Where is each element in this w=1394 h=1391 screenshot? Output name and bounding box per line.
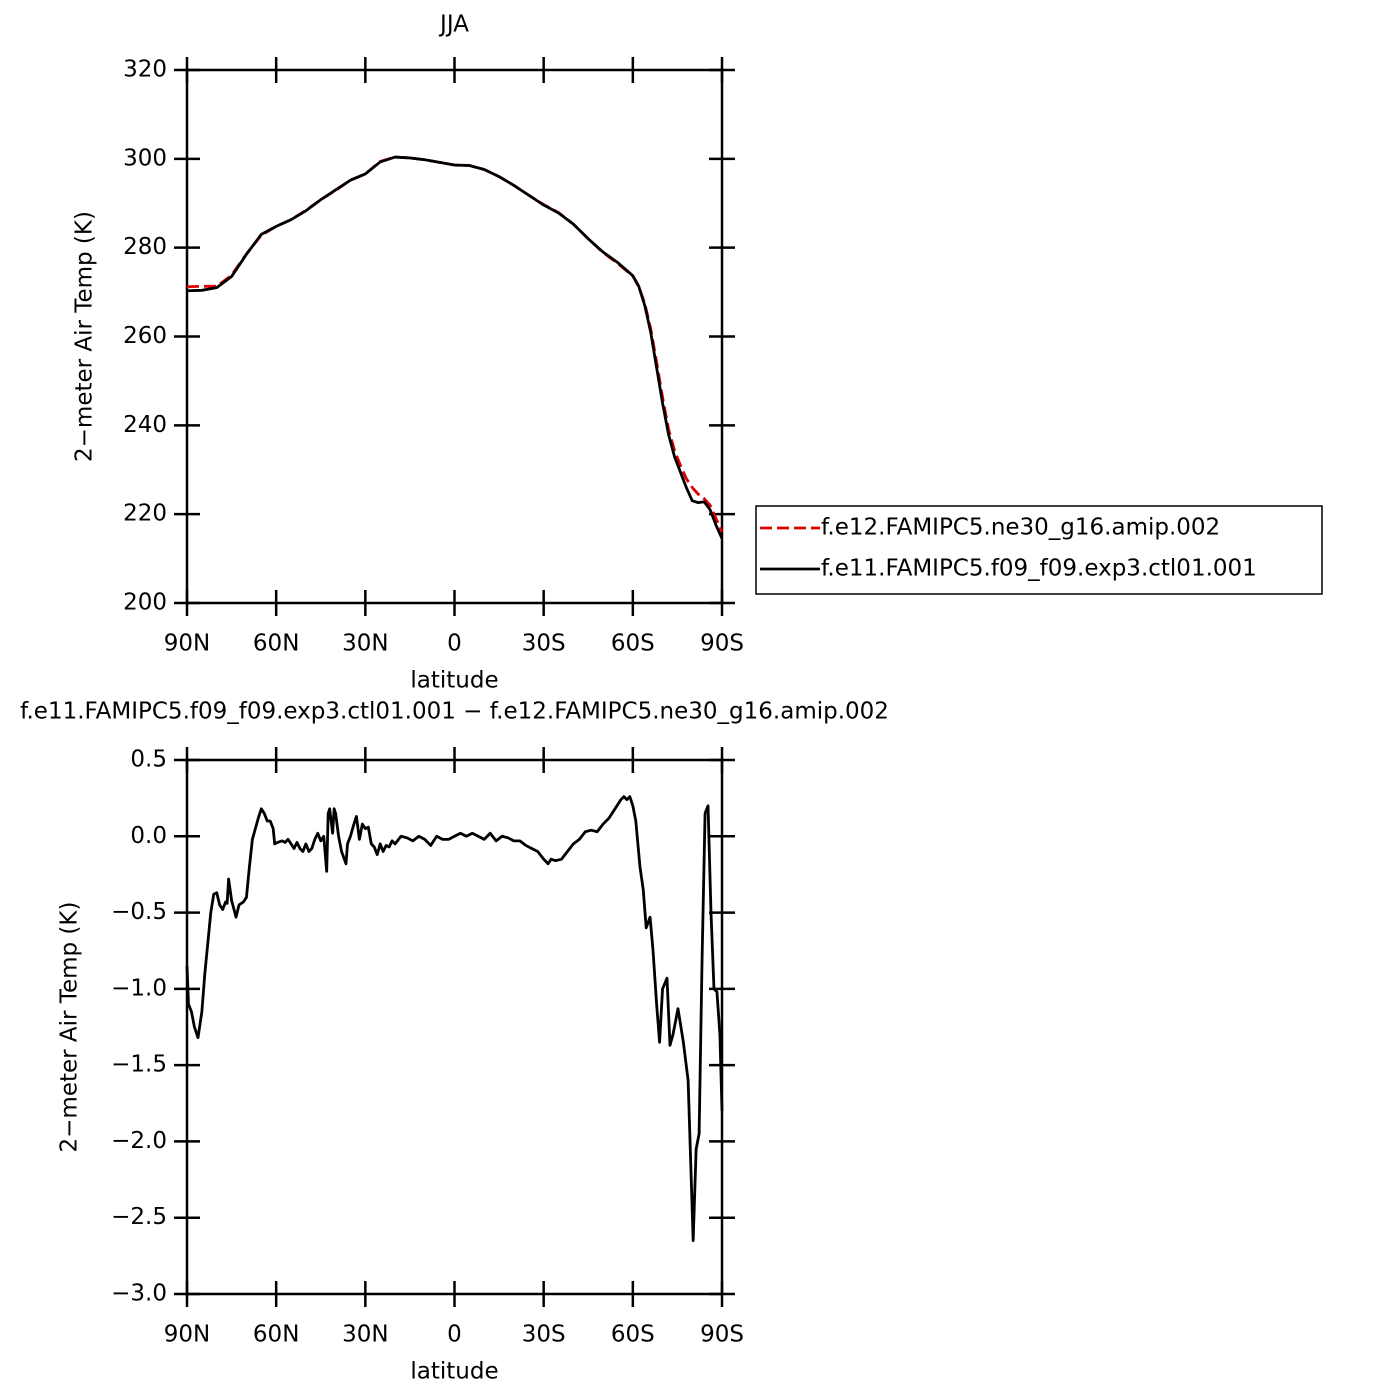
series-line (186, 155, 724, 533)
plot-frame (185, 68, 724, 605)
y-tick-label: −3.0 (111, 1281, 167, 1307)
series-line (186, 155, 724, 540)
x-tick-label: 30S (522, 1322, 566, 1348)
y-tick-label: 220 (123, 501, 167, 527)
chart-title: JJA (438, 12, 469, 38)
x-tick-label: 30N (342, 1322, 388, 1348)
x-axis-label: latitude (410, 668, 498, 694)
y-axis-label: 2−meter Air Temp (K) (57, 902, 83, 1153)
x-tick-label: 90N (164, 1322, 210, 1348)
x-tick-label: 60S (611, 1322, 655, 1348)
y-tick-label: 300 (123, 145, 167, 171)
y-tick-label: 260 (123, 323, 167, 349)
y-axis-label: 2−meter Air Temp (K) (72, 211, 98, 462)
x-tick-label: 0 (447, 1322, 462, 1348)
y-tick-label: −0.5 (111, 899, 167, 925)
x-tick-label: 60N (253, 1322, 299, 1348)
y-tick-label: −2.0 (111, 1128, 167, 1154)
y-tick-label: 240 (123, 412, 167, 438)
x-tick-label: 90N (164, 631, 210, 657)
y-tick-label: 0.0 (130, 823, 167, 849)
y-tick-label: 200 (123, 590, 167, 616)
y-tick-label: −1.0 (111, 975, 167, 1001)
x-tick-label: 60S (611, 631, 655, 657)
y-tick-label: −1.5 (111, 1052, 167, 1078)
x-tick-label: 30S (522, 631, 566, 657)
y-tick-label: −2.5 (111, 1204, 167, 1230)
x-axis-label: latitude (410, 1359, 498, 1385)
x-tick-label: 0 (447, 631, 462, 657)
series-line (185, 795, 724, 1242)
legend-box (755, 505, 1323, 595)
legend-label: f.e11.FAMIPC5.f09_f09.exp3.ctl01.001 (821, 556, 1257, 582)
x-tick-label: 90S (700, 631, 744, 657)
y-tick-label: 0.5 (130, 747, 167, 773)
y-tick-label: 280 (123, 234, 167, 260)
plot-frame (185, 758, 724, 1296)
x-tick-label: 60N (253, 631, 299, 657)
x-tick-label: 30N (342, 631, 388, 657)
legend-label: f.e12.FAMIPC5.ne30_g16.amip.002 (821, 515, 1220, 541)
x-tick-label: 90S (700, 1322, 744, 1348)
chart-title: f.e11.FAMIPC5.f09_f09.exp3.ctl01.001 − f… (20, 699, 889, 725)
y-tick-label: 320 (123, 57, 167, 83)
